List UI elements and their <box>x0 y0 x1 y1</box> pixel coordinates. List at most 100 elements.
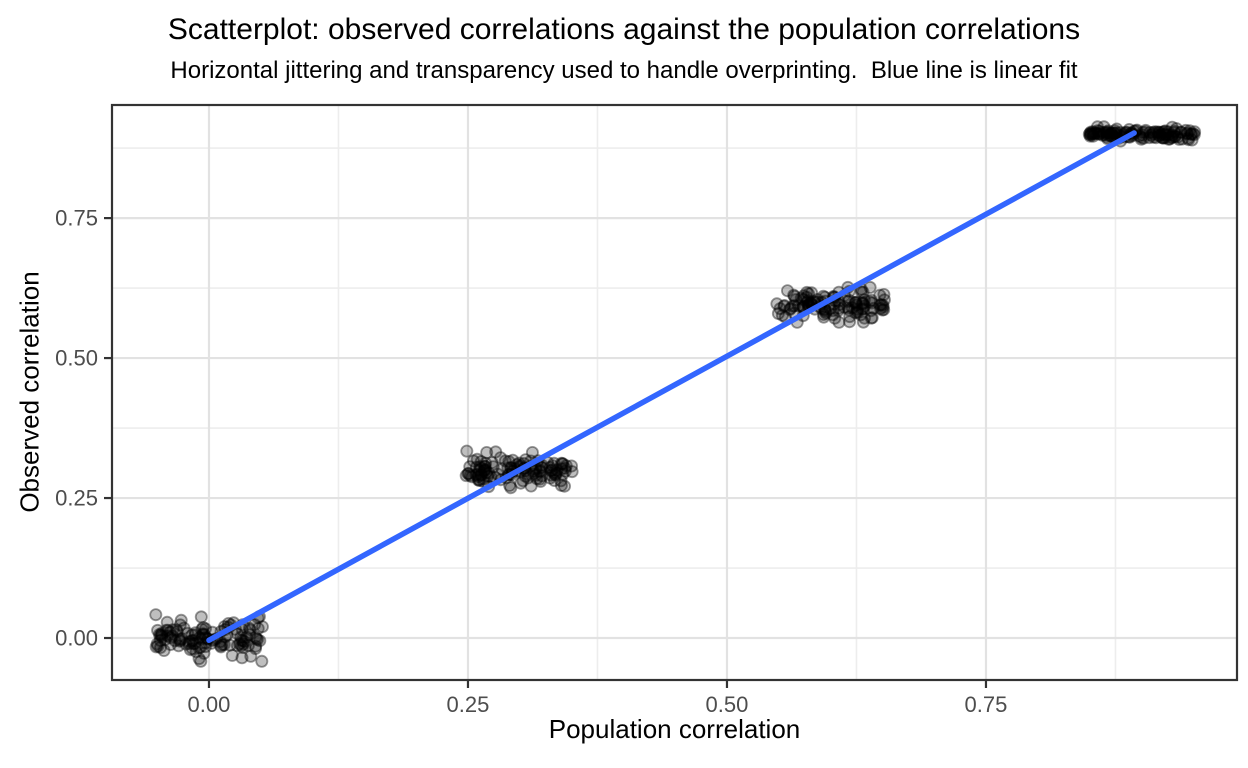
data-point <box>555 457 569 471</box>
chart-subtitle: Horizontal jittering and transparency us… <box>170 57 1078 84</box>
data-point <box>1137 131 1151 145</box>
data-point <box>876 298 890 312</box>
data-point <box>473 460 487 474</box>
data-point <box>854 308 868 322</box>
data-point <box>233 637 247 651</box>
data-point <box>1090 126 1104 140</box>
data-point <box>877 303 891 317</box>
data-point <box>1091 124 1105 138</box>
data-point <box>465 470 479 484</box>
data-point <box>826 308 840 322</box>
data-point <box>865 296 879 310</box>
data-point <box>1167 124 1181 138</box>
data-point <box>196 627 210 641</box>
data-point <box>1155 130 1169 144</box>
data-point <box>1152 126 1166 140</box>
data-point <box>234 630 248 644</box>
data-point <box>250 632 264 646</box>
data-point <box>831 303 845 317</box>
data-point <box>478 456 492 470</box>
data-point <box>865 311 879 325</box>
data-point <box>1165 128 1179 142</box>
data-point <box>188 637 202 651</box>
data-point <box>1168 129 1182 143</box>
data-point <box>843 315 857 329</box>
data-point <box>787 289 801 303</box>
data-point <box>194 654 208 668</box>
data-point <box>1174 125 1188 139</box>
data-point <box>1152 125 1166 139</box>
data-point <box>521 467 535 481</box>
data-point <box>186 637 200 651</box>
data-point <box>1097 120 1111 134</box>
data-point <box>1149 131 1163 145</box>
data-point <box>163 625 177 639</box>
data-point <box>1147 127 1161 141</box>
data-point <box>1084 128 1098 142</box>
data-point <box>1097 127 1111 141</box>
data-point <box>543 471 557 485</box>
data-point <box>1107 126 1121 140</box>
data-point <box>195 622 209 636</box>
data-point <box>771 306 785 320</box>
data-point <box>547 465 561 479</box>
data-point <box>524 479 538 493</box>
data-point <box>559 459 573 473</box>
data-point <box>173 618 187 632</box>
data-point <box>1096 128 1110 142</box>
data-point <box>498 454 512 468</box>
data-point <box>787 288 801 302</box>
x-tick-label: 0.00 <box>188 692 231 717</box>
data-point <box>848 295 862 309</box>
data-point <box>482 466 496 480</box>
data-point <box>1134 132 1148 146</box>
data-point <box>863 280 877 294</box>
data-point <box>558 461 572 475</box>
data-point <box>547 456 561 470</box>
data-point <box>797 289 811 303</box>
data-point <box>214 640 228 654</box>
data-point <box>502 454 516 468</box>
data-point <box>1180 126 1194 140</box>
data-point <box>235 651 249 665</box>
data-point <box>470 452 484 466</box>
data-point <box>472 463 486 477</box>
data-point <box>1100 130 1114 144</box>
data-point <box>173 634 187 648</box>
data-point <box>1162 132 1176 146</box>
data-point <box>151 639 165 653</box>
x-tick-label: 0.75 <box>965 692 1008 717</box>
data-point <box>1175 132 1189 146</box>
data-point <box>1086 125 1100 139</box>
data-point <box>855 302 869 316</box>
data-point <box>873 298 887 312</box>
data-point <box>255 654 269 668</box>
data-point <box>495 462 509 476</box>
data-point <box>534 474 548 488</box>
data-point <box>817 310 831 324</box>
data-point <box>1146 125 1160 139</box>
data-point <box>535 469 549 483</box>
data-point <box>787 299 801 313</box>
data-point <box>826 304 840 318</box>
data-point <box>1100 126 1114 140</box>
data-point <box>198 622 212 636</box>
data-point <box>1155 125 1169 139</box>
data-point <box>842 293 856 307</box>
data-point <box>1158 124 1172 138</box>
data-point <box>192 631 206 645</box>
data-point <box>485 456 499 470</box>
data-point <box>1185 133 1199 147</box>
data-point <box>1084 127 1098 141</box>
data-point <box>1174 125 1188 139</box>
data-point <box>243 628 257 642</box>
data-point <box>856 315 870 329</box>
data-point <box>533 472 547 486</box>
data-point <box>249 639 263 653</box>
data-point <box>549 468 563 482</box>
data-point <box>1136 128 1150 142</box>
data-point <box>1138 125 1152 139</box>
data-point <box>841 294 855 308</box>
data-point <box>877 287 891 301</box>
